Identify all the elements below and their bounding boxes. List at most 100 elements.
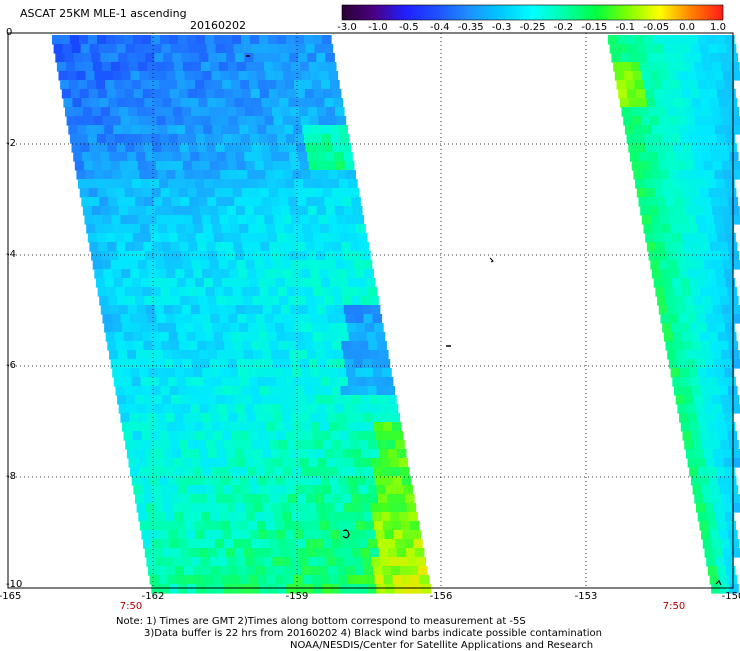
swath-cell [146, 206, 156, 216]
swath-cell [303, 80, 313, 90]
swath-cell [250, 233, 260, 243]
swath-cell [726, 233, 736, 243]
swath-cell [181, 350, 191, 360]
swath-cell [364, 314, 374, 324]
swath-cell [241, 233, 251, 243]
swath-cell [669, 359, 679, 369]
swath-cell [147, 161, 157, 171]
swath-cell [260, 440, 270, 450]
swath-cell [119, 404, 129, 414]
swath-cell [325, 350, 335, 360]
swath-cell [333, 98, 343, 108]
swath-cell [149, 224, 159, 234]
swath-cell [284, 521, 294, 531]
swath-cell [167, 224, 177, 234]
swath-cell [335, 305, 345, 315]
swath-cell [293, 422, 303, 432]
swath-cell [152, 539, 162, 549]
swath-cell [135, 98, 145, 108]
swath-cell [193, 467, 203, 477]
swath-cell [109, 53, 119, 63]
swath-cell [163, 449, 173, 459]
swath-cell [371, 557, 381, 567]
swath-cell [323, 341, 333, 351]
swath-cell [661, 125, 671, 135]
swath-cell [316, 449, 326, 459]
swath-cell [241, 485, 251, 495]
swath-cell [684, 296, 694, 306]
swath-cell [724, 125, 734, 135]
swath-cell [323, 89, 333, 99]
swath-cell [727, 44, 737, 54]
swath-cell [718, 332, 728, 342]
swath-cell [214, 530, 224, 540]
swath-cell [323, 242, 333, 252]
swath-cell [241, 530, 251, 540]
swath-cell [63, 98, 73, 108]
swath-cell [313, 584, 323, 594]
swath-cell [85, 170, 95, 180]
swath-cell [244, 152, 254, 162]
swath-cell [194, 323, 204, 333]
swath-cell [214, 332, 224, 342]
swath-cell [386, 440, 396, 450]
swath-cell [199, 53, 209, 63]
swath-cell [142, 431, 152, 441]
swath-cell [691, 476, 701, 486]
swath-cell [342, 197, 352, 207]
swath-cell [160, 530, 170, 540]
swath-cell [715, 314, 725, 324]
swath-cell [346, 566, 356, 576]
swath-cell [97, 233, 107, 243]
swath-cell [312, 80, 322, 90]
swath-cell [323, 386, 333, 396]
swath-cell [659, 161, 669, 171]
swath-cell [143, 89, 153, 99]
swath-cell [403, 530, 413, 540]
swath-cell [724, 557, 734, 567]
swath-cell [119, 107, 129, 117]
swath-cell [339, 476, 349, 486]
swath-cell [401, 521, 411, 531]
swath-cell [724, 458, 734, 468]
swath-cell [184, 566, 194, 576]
swath-cell [713, 116, 723, 126]
swath-cell [216, 296, 226, 306]
swath-cell [343, 152, 353, 162]
swath-cell [202, 215, 212, 225]
swath-cell [199, 548, 209, 558]
swath-cell [210, 359, 220, 369]
swath-cell [201, 458, 211, 468]
swath-cell [715, 458, 725, 468]
swath-cell [706, 125, 716, 135]
swath-cell [191, 107, 201, 117]
swath-cell [265, 314, 275, 324]
swath-cell [326, 404, 336, 414]
swath-cell [179, 539, 189, 549]
swath-cell [205, 233, 215, 243]
swath-cell [328, 314, 338, 324]
swath-cell [384, 377, 394, 387]
swath-cell [340, 233, 350, 243]
swath-cell [150, 377, 160, 387]
swath-cell [302, 422, 312, 432]
swath-cell [666, 197, 676, 207]
swath-cell [242, 188, 252, 198]
swath-cell [331, 530, 341, 540]
swath-cell [271, 548, 281, 558]
swath-cell [691, 188, 701, 198]
swath-cell [255, 260, 265, 270]
swath-cell [635, 179, 645, 189]
swath-cell [254, 404, 264, 414]
swath-cell [253, 152, 263, 162]
swath-cell [291, 161, 301, 171]
swath-cell [179, 242, 189, 252]
swath-cell [52, 35, 62, 45]
swath-cell [202, 269, 212, 279]
swath-cell [288, 494, 298, 504]
swath-cell [632, 116, 642, 126]
swath-cell [200, 503, 210, 513]
swath-cell [240, 179, 250, 189]
swath-cell [253, 449, 263, 459]
